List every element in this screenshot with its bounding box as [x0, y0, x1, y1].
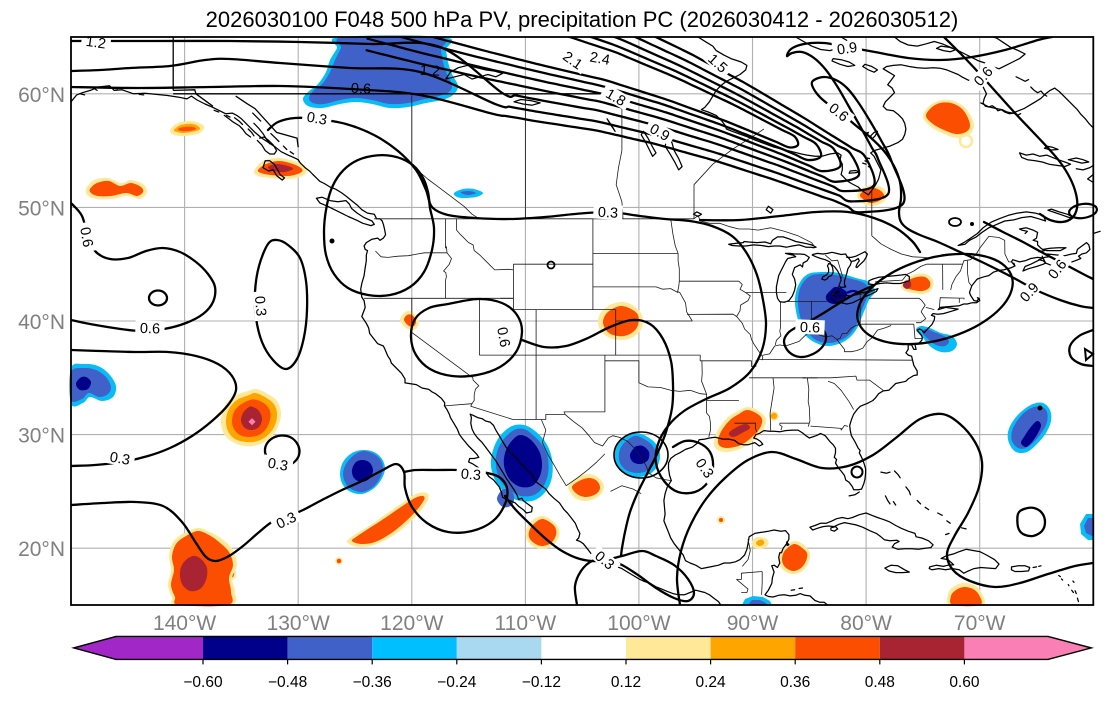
svg-text:120°W: 120°W [380, 612, 443, 635]
svg-text:0.48: 0.48 [865, 674, 895, 691]
svg-text:0.6: 0.6 [140, 321, 161, 338]
svg-text:0.36: 0.36 [780, 674, 810, 691]
svg-text:100°W: 100°W [607, 612, 670, 635]
svg-text:1.2: 1.2 [419, 63, 440, 80]
svg-text:0.6: 0.6 [350, 81, 371, 98]
svg-text:0.6: 0.6 [76, 226, 95, 249]
svg-text:0.12: 0.12 [611, 674, 641, 691]
svg-text:0.6: 0.6 [493, 326, 512, 349]
svg-text:−0.12: −0.12 [522, 674, 561, 691]
svg-text:90°W: 90°W [727, 612, 779, 635]
svg-text:0.3: 0.3 [597, 205, 618, 222]
svg-text:80°W: 80°W [840, 612, 892, 635]
svg-text:−0.24: −0.24 [437, 674, 477, 691]
svg-text:2026030100 F048 500 hPa PV, pr: 2026030100 F048 500 hPa PV, precipitatio… [206, 7, 959, 32]
svg-text:0.60: 0.60 [949, 674, 980, 691]
svg-text:20°N: 20°N [18, 538, 65, 561]
svg-text:−0.60: −0.60 [183, 674, 223, 691]
svg-text:2.4: 2.4 [588, 50, 611, 69]
svg-text:0.3: 0.3 [108, 450, 131, 469]
svg-text:0.3: 0.3 [274, 509, 299, 532]
svg-text:70°W: 70°W [954, 612, 1006, 635]
svg-text:50°N: 50°N [18, 197, 65, 220]
svg-text:0.24: 0.24 [696, 674, 727, 691]
svg-text:110°W: 110°W [495, 612, 557, 635]
svg-text:0.9: 0.9 [836, 40, 858, 59]
svg-text:130°W: 130°W [267, 612, 330, 635]
svg-text:140°W: 140°W [153, 612, 216, 635]
svg-text:1.2: 1.2 [85, 34, 107, 53]
svg-text:0.3: 0.3 [251, 295, 269, 316]
svg-text:30°N: 30°N [18, 425, 65, 448]
svg-text:0.3: 0.3 [460, 466, 481, 484]
svg-text:0.6: 0.6 [800, 320, 821, 337]
svg-text:40°N: 40°N [18, 311, 65, 334]
svg-text:0.3: 0.3 [266, 456, 289, 475]
svg-text:60°N: 60°N [18, 84, 65, 107]
svg-text:−0.36: −0.36 [353, 674, 392, 691]
svg-text:−0.48: −0.48 [268, 674, 307, 691]
svg-text:0.3: 0.3 [305, 110, 328, 129]
